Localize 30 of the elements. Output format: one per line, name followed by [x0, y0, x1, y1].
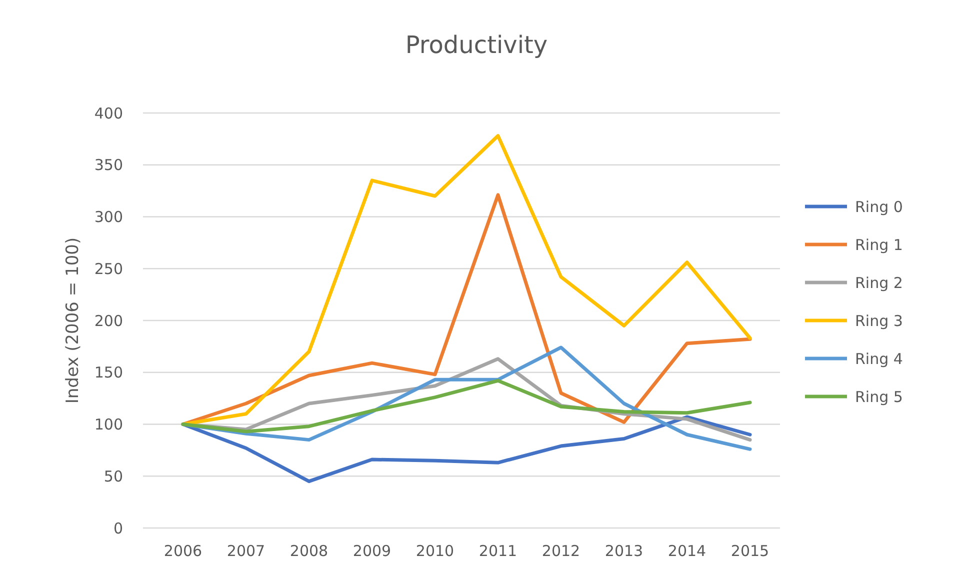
legend-label: Ring 2 [855, 274, 903, 292]
y-tick-label: 400 [94, 104, 123, 122]
y-tick-label: 350 [94, 156, 123, 174]
line-series [181, 193, 752, 426]
y-tick-label: 200 [94, 312, 123, 330]
y-axis-title: Index (2006 = 100) [63, 237, 83, 404]
x-tick-label: 2010 [416, 542, 454, 560]
legend-label: Ring 0 [855, 198, 903, 216]
legend-label: Ring 1 [855, 236, 903, 254]
legend-label: Ring 4 [855, 350, 903, 368]
x-tick-label: 2008 [290, 542, 328, 560]
x-tick-label: 2007 [226, 542, 266, 560]
y-tick-label: 150 [94, 364, 123, 382]
chart-title: Productivity [405, 31, 548, 59]
x-tick-label: 2009 [352, 542, 392, 560]
y-tick-label: 250 [94, 260, 123, 278]
line-series [181, 378, 752, 434]
y-tick-label: 50 [104, 467, 123, 486]
x-tick-label: 2011 [478, 542, 518, 560]
legend-label: Ring 3 [855, 312, 903, 330]
x-tick-label: 2006 [164, 542, 202, 560]
y-tick-label: 300 [94, 208, 123, 226]
x-tick-label: 2014 [668, 542, 706, 560]
y-tick-label: 0 [113, 519, 123, 538]
legend-label: Ring 5 [855, 388, 903, 406]
x-tick-label: 2015 [730, 542, 770, 560]
x-tick-label: 2013 [604, 542, 644, 560]
y-tick-label: 100 [94, 416, 123, 434]
x-tick-label: 2012 [542, 542, 580, 560]
line-series [181, 415, 752, 484]
